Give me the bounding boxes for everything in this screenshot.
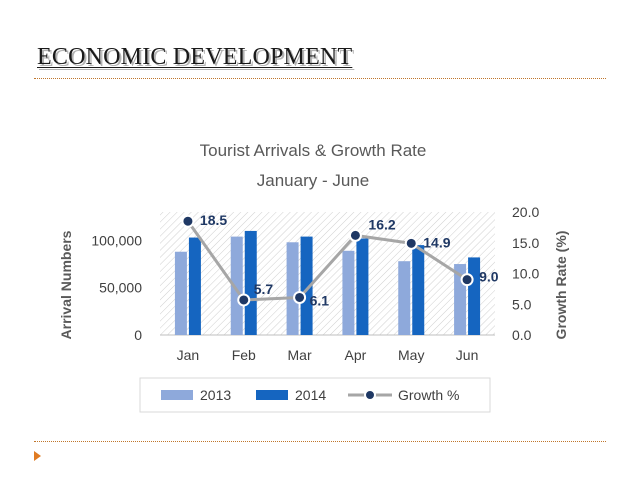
growth-line (186, 220, 468, 302)
x-tick-label: Mar (288, 347, 312, 363)
y2-tick-label: 20.0 (512, 204, 539, 220)
y-tick-label: 50,000 (99, 280, 142, 296)
legend-box (139, 377, 491, 413)
slide-title: ECONOMIC DEVELOPMENT (37, 44, 353, 70)
bar-2014 (188, 237, 201, 335)
y2-tick-label: 15.0 (512, 235, 539, 251)
growth-data-label: 9.0 (479, 269, 499, 285)
bar-2013 (174, 251, 187, 335)
growth-data-label: 6.1 (310, 292, 330, 308)
growth-data-label: 16.2 (368, 216, 395, 232)
bullet-triangle-icon (34, 451, 41, 461)
legend-marker-growth (364, 389, 376, 401)
legend-swatch-2014 (256, 390, 288, 400)
growth-marker (181, 214, 195, 228)
y-tick-label: 100,000 (91, 232, 142, 248)
bar-2013 (398, 261, 411, 335)
bar-2014 (412, 245, 425, 335)
bar-2013 (230, 236, 243, 335)
y-axis-label: Arrival Numbers (58, 230, 74, 339)
bar-2014 (356, 238, 369, 335)
growth-marker (348, 228, 362, 242)
x-tick-label: Feb (232, 347, 256, 363)
bar-2014 (244, 230, 257, 335)
y2-tick-label: 5.0 (512, 296, 532, 312)
x-tick-label: Jan (177, 347, 200, 363)
growth-marker (404, 236, 418, 250)
chart-legend: 2013 2014 Growth % (139, 377, 491, 413)
legend-label-2014: 2014 (295, 387, 326, 403)
x-tick-label: Apr (345, 347, 367, 363)
legend-label-2013: 2013 (200, 387, 231, 403)
bar-2013 (342, 250, 355, 335)
chart-subtitle: January - June (257, 171, 369, 190)
y2-tick-label: 0.0 (512, 327, 532, 343)
y2-tick-label: 10.0 (512, 266, 539, 282)
growth-marker (460, 273, 474, 287)
legend-swatch-2013 (161, 390, 193, 400)
bar-2013 (286, 242, 299, 335)
y2-axis-label: Growth Rate (%) (553, 231, 569, 340)
growth-marker (293, 290, 307, 304)
y-tick-label: 0 (134, 327, 142, 343)
growth-data-label: 14.9 (423, 234, 450, 250)
footer-divider (34, 441, 606, 442)
growth-marker (237, 293, 251, 307)
x-tick-label: Jun (456, 347, 479, 363)
growth-data-label: 5.7 (254, 281, 274, 297)
x-tick-label: May (398, 347, 424, 363)
legend-label-growth: Growth % (398, 387, 459, 403)
chart-title: Tourist Arrivals & Growth Rate (200, 141, 427, 160)
plot-area-background (160, 212, 495, 335)
growth-data-label: 18.5 (200, 212, 227, 228)
bar-2014 (300, 236, 313, 335)
title-divider (34, 78, 606, 79)
